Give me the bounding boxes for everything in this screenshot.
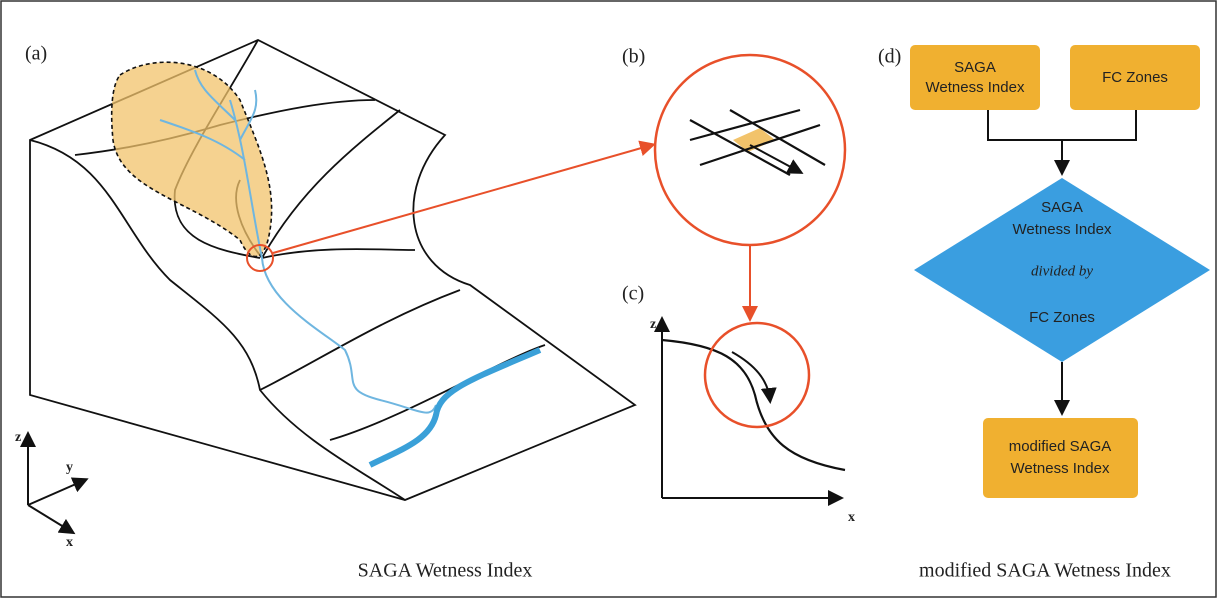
panel-label: (c)	[622, 283, 644, 305]
node	[910, 45, 1040, 110]
axis-label: y	[66, 460, 73, 475]
profile	[662, 340, 845, 470]
node-text: divided by	[1031, 263, 1093, 279]
node-text: Wetness Index	[1013, 221, 1112, 238]
axes-3d	[28, 435, 85, 532]
caption: modified SAGA Wetness Index	[919, 560, 1171, 582]
axis-label: z	[650, 317, 656, 332]
caption: SAGA Wetness Index	[358, 560, 533, 582]
flow-arrow	[732, 352, 770, 400]
panel-label: (a)	[25, 43, 47, 65]
node-text: SAGA	[1041, 199, 1083, 216]
node-text: Wetness Index	[926, 79, 1025, 96]
figure: (a) z y x SAGA Wetness Index (b) (c) z x…	[0, 0, 1217, 598]
axis-label: x	[66, 535, 73, 550]
axes-2d	[662, 320, 840, 498]
node-text: FC Zones	[1029, 309, 1095, 326]
panel-label: (b)	[622, 46, 645, 68]
panel-label: (d)	[878, 46, 901, 68]
node-text: SAGA	[954, 59, 996, 76]
node	[983, 418, 1138, 498]
node-text: Wetness Index	[1011, 460, 1110, 477]
axis-label: z	[15, 430, 21, 445]
node-text: FC Zones	[1102, 69, 1168, 86]
node-text: modified SAGA	[1009, 438, 1112, 455]
zoom-circle	[705, 323, 809, 427]
axis-label: x	[848, 510, 855, 525]
